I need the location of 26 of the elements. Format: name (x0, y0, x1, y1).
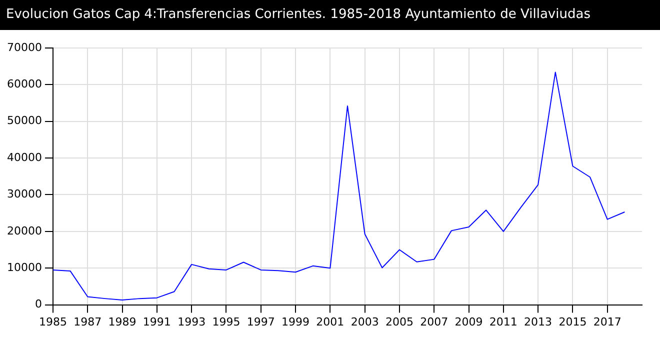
x-tick-label: 1997 (246, 315, 275, 328)
x-tick-label: 2015 (558, 315, 587, 328)
x-tick-label: 2013 (524, 315, 552, 328)
x-tick-label: 1993 (178, 315, 206, 328)
x-tick-label: 2009 (454, 315, 483, 328)
y-tick-label: 40000 (6, 150, 42, 164)
x-tick-label: 2007 (420, 315, 448, 328)
x-tick-label: 1999 (282, 315, 310, 328)
y-tick-label: 50000 (6, 114, 42, 128)
x-tick-label: 1985 (38, 315, 67, 328)
y-tick-label: 10000 (6, 260, 42, 274)
x-tick-label: 2005 (385, 315, 414, 328)
y-tick-label: 60000 (6, 78, 42, 91)
x-tick-label: 1995 (212, 315, 240, 328)
x-tick-label: 1987 (74, 315, 102, 328)
chart-title: Evolucion Gatos Cap 4:Transferencias Corrientes. 1985-2018 Ayuntamiento de Villaviudas (0, 0, 660, 30)
y-tick-label: 30000 (6, 188, 42, 201)
x-tick-label: 1989 (108, 315, 136, 328)
x-tick-label: 2017 (593, 315, 622, 328)
y-tick-label: 20000 (6, 224, 42, 238)
x-tick-label: 2003 (350, 315, 379, 328)
x-tick-label: 2011 (489, 315, 518, 328)
y-tick-label: 0 (34, 298, 42, 311)
y-tick-label: 70000 (6, 40, 42, 54)
x-tick-label: 2001 (316, 315, 344, 328)
x-tick-label: 1991 (142, 315, 171, 328)
